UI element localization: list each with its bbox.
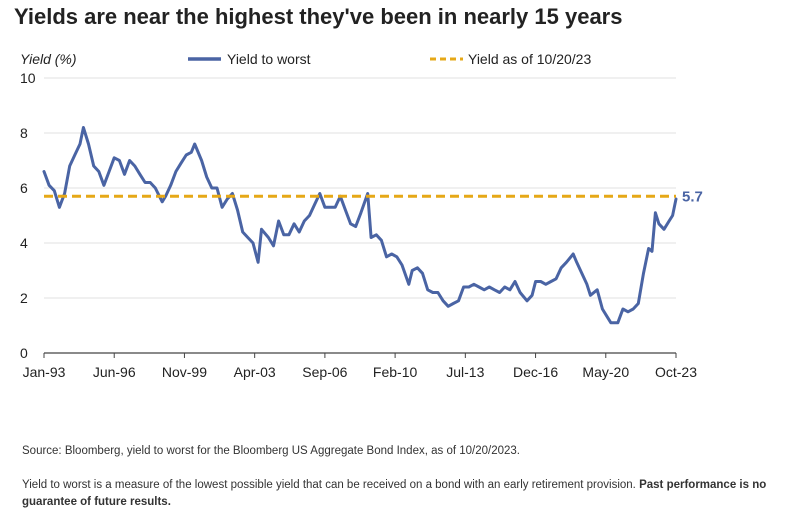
reference-value-label: 5.7 — [682, 188, 703, 205]
y-axis-label: Yield (%) — [20, 51, 77, 67]
x-tick-label-9: Oct-23 — [655, 364, 697, 380]
x-tick-labels: Jan-93 Jun-96 Nov-99 Apr-03 Sep-06 Feb-10 Jul-… — [23, 353, 697, 380]
y-tick-label-8: 8 — [20, 125, 28, 141]
x-tick-label-6: Jul-13 — [446, 364, 484, 380]
legend-label-reference: Yield as of 10/20/23 — [468, 51, 591, 67]
chart-title: Yields are near the highest they've been… — [14, 4, 623, 29]
disclaimer-text: Past performance is no guarantee of futu… — [22, 479, 767, 508]
x-tick-label-5: Feb-10 — [373, 364, 418, 380]
series-line-yield-to-worst — [42, 126, 678, 325]
y-tick-labels: 0 2 4 6 8 10 — [20, 70, 36, 361]
legend: Yield to worst Yield as of 10/20/23 — [188, 51, 591, 67]
x-tick-label-4: Sep-06 — [302, 364, 347, 380]
x-tick-label-1: Jun-96 — [93, 364, 136, 380]
reference-line-group: 5.7 — [44, 188, 703, 205]
y-tick-label-2: 2 — [20, 290, 28, 306]
y-tick-label-10: 10 — [20, 70, 36, 86]
x-tick-label-3: Apr-03 — [234, 364, 276, 380]
x-tick-label-0: Jan-93 — [23, 364, 66, 380]
definition-text: Yield to worst is a measure of the lowes… — [22, 479, 636, 491]
definition-note: Yield to worst is a measure of the lowes… — [22, 477, 787, 511]
series-group — [42, 126, 678, 325]
yield-line-chart: Yield (%) Yield to worst Yield as of 10/… — [20, 51, 703, 380]
y-tick-label-6: 6 — [20, 180, 28, 196]
x-tick-label-8: May-20 — [582, 364, 629, 380]
x-tick-label-2: Nov-99 — [162, 364, 207, 380]
legend-label-yield-to-worst: Yield to worst — [227, 51, 311, 67]
x-tick-label-7: Dec-16 — [513, 364, 558, 380]
source-note: Source: Bloomberg, yield to worst for th… — [22, 445, 520, 457]
y-tick-label-4: 4 — [20, 235, 28, 251]
y-tick-label-0: 0 — [20, 345, 28, 361]
gridlines — [44, 77, 676, 354]
